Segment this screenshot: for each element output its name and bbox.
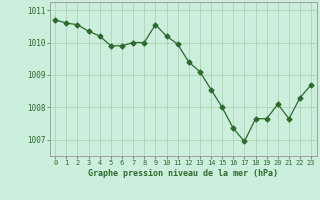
X-axis label: Graphe pression niveau de la mer (hPa): Graphe pression niveau de la mer (hPa) xyxy=(88,169,278,178)
